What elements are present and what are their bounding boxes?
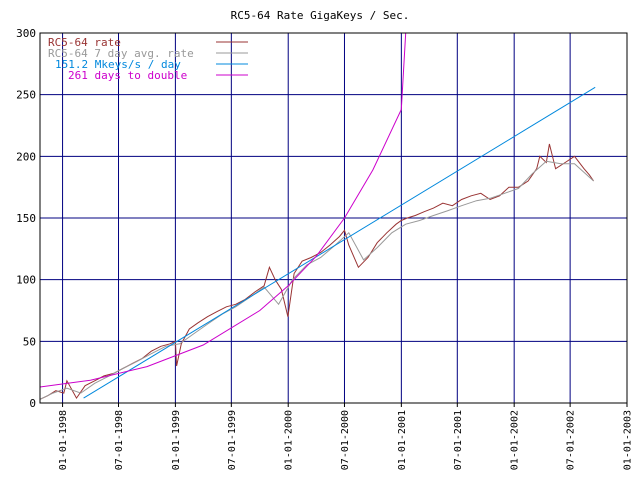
y-tick-label: 200 <box>16 150 36 163</box>
y-tick-label: 100 <box>16 274 36 287</box>
x-tick-label: 07-01-2001 <box>453 410 464 470</box>
series-group <box>40 33 596 400</box>
y-tick-label: 50 <box>23 335 36 348</box>
x-tick-label: 01-01-2000 <box>284 410 295 470</box>
series-line-avg <box>40 160 594 400</box>
x-tick-label: 07-01-1999 <box>227 410 238 470</box>
x-tick-label: 07-01-1998 <box>114 410 125 470</box>
y-tick-label: 300 <box>16 27 36 40</box>
series-line-doubling <box>40 33 407 388</box>
y-tick-label: 0 <box>29 397 36 410</box>
x-tick-label: 07-01-2000 <box>340 410 351 470</box>
legend-label-linear: 151.2 Mkeys/s / day <box>55 58 181 71</box>
legend-label-doubling: 261 days to double <box>68 69 187 82</box>
x-axis-ticks: 01-01-1998 07-01-1998 01-01-1999 07-01-1999… <box>58 403 634 470</box>
series-line-linear <box>83 86 596 399</box>
y-tick-label: 250 <box>16 89 36 102</box>
plot-frame <box>39 32 628 404</box>
y-tick-label: 150 <box>16 212 36 225</box>
x-tick-label: 01-01-2003 <box>623 410 634 470</box>
x-tick-label: 01-01-2001 <box>397 410 408 470</box>
x-tick-label: 01-01-1998 <box>58 410 69 470</box>
chart-title: RC5-64 Rate GigaKeys / Sec. <box>231 9 410 22</box>
x-tick-label: 07-01-2002 <box>566 410 577 470</box>
legend-label-avg: RC5-64 7 day avg. rate <box>48 47 194 60</box>
y-axis-ticks: 0 50 100 150 200 250 300 <box>16 27 36 410</box>
legend-label-rate: RC5-64 rate <box>48 36 121 49</box>
x-tick-label: 01-01-1999 <box>171 410 182 470</box>
x-tick-label: 01-01-2002 <box>510 410 521 470</box>
